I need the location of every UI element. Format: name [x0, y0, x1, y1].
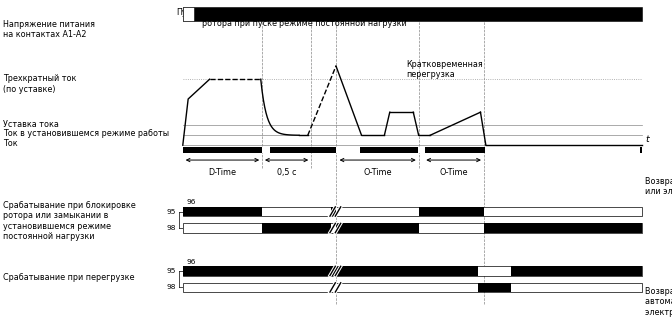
- Text: Ток: Ток: [3, 139, 18, 148]
- Text: Возврат: ручной (1)
или электрический (2): Возврат: ручной (1) или электрический (2…: [645, 177, 672, 196]
- Text: Срабатывание при блокировке
ротора или замыкании в
установившемся режиме
постоян: Срабатывание при блокировке ротора или з…: [3, 201, 136, 241]
- Bar: [336, 207, 419, 216]
- Bar: [478, 283, 511, 292]
- Text: O-Time: O-Time: [439, 168, 468, 177]
- Bar: [183, 283, 478, 292]
- Text: 0,5 с: 0,5 с: [277, 168, 296, 177]
- Text: Ток в установившемся режиме работы: Ток в установившемся режиме работы: [3, 129, 169, 139]
- Text: Пуск: Пуск: [176, 8, 196, 17]
- Bar: [336, 147, 360, 153]
- Bar: [183, 223, 642, 233]
- Text: 96: 96: [186, 199, 196, 205]
- Bar: [183, 266, 642, 276]
- Bar: [336, 223, 419, 233]
- Bar: [183, 207, 642, 216]
- Text: 96: 96: [186, 259, 196, 265]
- Bar: [331, 223, 336, 233]
- Text: Трехкратный ток
(по уставке): Трехкратный ток (по уставке): [3, 75, 77, 94]
- Bar: [262, 207, 331, 216]
- Text: 98: 98: [167, 284, 176, 290]
- Text: 98: 98: [167, 225, 176, 231]
- Text: Замыкание в установившемся
режиме постоянной нагрузки: Замыкание в установившемся режиме постоя…: [278, 8, 407, 28]
- Bar: [183, 147, 642, 153]
- Bar: [183, 7, 194, 21]
- Text: t: t: [645, 135, 649, 144]
- Bar: [478, 266, 511, 276]
- Text: D-Time: D-Time: [208, 168, 237, 177]
- Bar: [484, 223, 642, 233]
- Bar: [484, 207, 642, 216]
- Text: Кратковременная
перегрузка: Кратковременная перегрузка: [407, 60, 483, 79]
- Bar: [183, 207, 262, 216]
- Text: Срабатывание при перегрузке: Срабатывание при перегрузке: [3, 273, 135, 282]
- Bar: [511, 283, 642, 292]
- Bar: [419, 223, 484, 233]
- Bar: [511, 266, 642, 276]
- Text: Блокировка
ротора при пуске: Блокировка ротора при пуске: [202, 8, 277, 28]
- Bar: [183, 7, 642, 21]
- Text: Перегрузка: Перегрузка: [538, 8, 587, 17]
- Text: Возврат: ручной (1),
автоматический (2)
электрический (3): Возврат: ручной (1), автоматический (2) …: [645, 287, 672, 317]
- Bar: [183, 283, 642, 292]
- Bar: [331, 207, 336, 216]
- Bar: [419, 207, 484, 216]
- Bar: [262, 223, 331, 233]
- Text: Напряжение питания
на контактах А1-А2: Напряжение питания на контактах А1-А2: [3, 20, 95, 39]
- Bar: [183, 266, 478, 276]
- Text: 95: 95: [167, 268, 176, 274]
- Bar: [418, 147, 425, 153]
- Text: Уставка тока: Уставка тока: [3, 120, 59, 129]
- Bar: [262, 147, 270, 153]
- Text: 95: 95: [167, 209, 176, 214]
- Bar: [485, 147, 640, 153]
- Bar: [183, 223, 262, 233]
- Text: O-Time: O-Time: [363, 168, 392, 177]
